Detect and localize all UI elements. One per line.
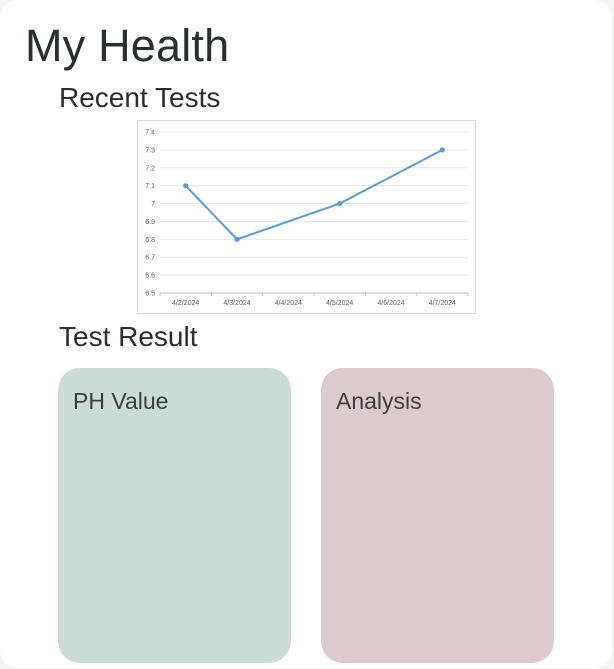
data-point bbox=[337, 200, 343, 207]
x-tick-label: 4/5/2024 bbox=[326, 300, 353, 307]
data-point bbox=[234, 236, 240, 242]
ph-value-card[interactable]: PH Value bbox=[58, 368, 291, 663]
y-tick-label: 6.8 bbox=[145, 237, 155, 244]
page-title: My Health bbox=[25, 20, 230, 71]
x-tick-label: 4/2/2024 bbox=[172, 300, 199, 307]
y-tick-label: 6.5 bbox=[145, 291, 155, 298]
y-tick-label: 7 bbox=[151, 201, 155, 208]
x-tick-label: 4/7/2024 bbox=[429, 300, 456, 307]
chart-svg: 6.5 6.6 6.7 6.8 6.9 7 7.1 7.2 7.3 7.4 4/2/2024 4/3/… bbox=[145, 130, 469, 307]
y-tick-label: 6.9 bbox=[145, 219, 155, 226]
y-tick-label: 6.6 bbox=[145, 273, 155, 280]
y-tick-label: 7.4 bbox=[145, 130, 155, 137]
data-point bbox=[183, 183, 189, 189]
series-line bbox=[184, 149, 443, 241]
y-tick-label: 6.7 bbox=[145, 255, 155, 262]
test-result-heading: Test Result bbox=[59, 321, 198, 352]
recent-tests-heading: Recent Tests bbox=[59, 82, 221, 113]
recent-tests-chart: 6.5 6.6 6.7 6.8 6.9 7 7.1 7.2 7.3 7.4 4/2/2024 4/3/… bbox=[137, 120, 476, 314]
analysis-label: Analysis bbox=[336, 388, 422, 414]
x-tick-label: 4/3/2024 bbox=[223, 300, 250, 307]
y-tick-label: 7.1 bbox=[145, 183, 155, 190]
ph-value-label: PH Value bbox=[73, 388, 169, 414]
x-tick-label: 4/4/2024 bbox=[275, 300, 302, 307]
y-tick-label: 7.3 bbox=[145, 147, 155, 154]
x-tick-label: 4/6/2024 bbox=[377, 300, 404, 307]
analysis-card[interactable]: Analysis bbox=[321, 368, 554, 663]
y-tick-label: 7.2 bbox=[145, 165, 155, 172]
data-point bbox=[439, 147, 445, 153]
